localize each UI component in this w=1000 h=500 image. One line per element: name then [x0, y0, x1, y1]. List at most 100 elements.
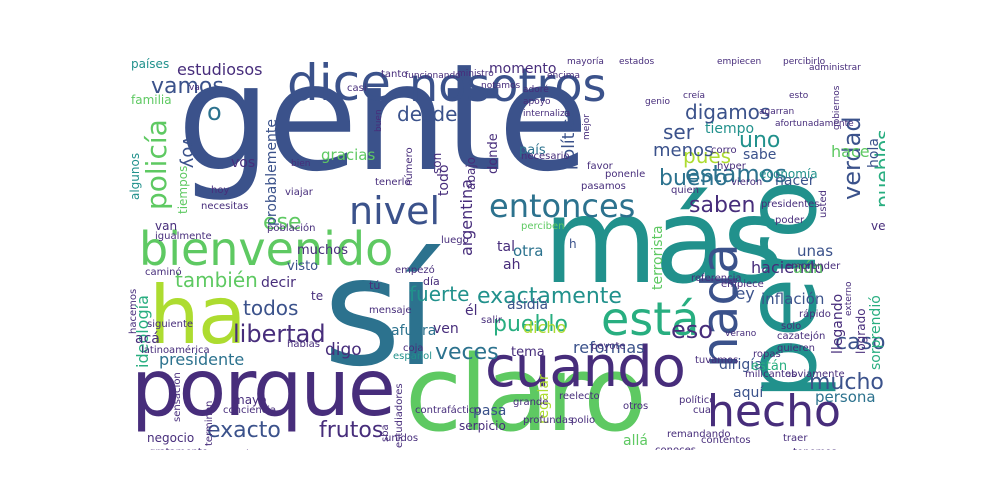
- cloud-word: otros: [623, 401, 649, 412]
- cloud-word: hecho: [707, 386, 841, 437]
- cloud-word: haciendo: [751, 258, 825, 277]
- cloud-word: latinoamérica: [141, 345, 210, 356]
- cloud-word: claro: [405, 333, 647, 450]
- cloud-word: obviamente: [785, 369, 845, 380]
- cloud-word: empiece: [721, 279, 764, 290]
- cloud-word: nosotros: [409, 58, 607, 112]
- cloud-word: sabe: [743, 147, 777, 163]
- cloud-word: funcionando: [405, 71, 461, 81]
- cloud-word: mayoría: [567, 57, 604, 67]
- cloud-word: exactamente: [477, 284, 622, 309]
- cloud-word: salir: [481, 315, 503, 326]
- cloud-word: ver: [871, 219, 885, 233]
- cloud-word: hyper: [717, 161, 746, 172]
- cloud-word: coja: [403, 343, 424, 354]
- cloud-word: tal: [497, 239, 515, 255]
- cloud-word: hablas: [287, 339, 320, 350]
- cloud-word: profundas: [523, 415, 574, 426]
- cloud-word: estudiosos: [177, 60, 263, 79]
- cloud-word: ministro: [457, 69, 494, 79]
- cloud-word: contentos: [701, 435, 751, 446]
- cloud-word: unas: [797, 242, 834, 260]
- cloud-word: están: [751, 359, 788, 374]
- cloud-word: acá: [135, 331, 160, 347]
- cloud-word: desde: [397, 102, 458, 126]
- cloud-word: todos: [243, 296, 299, 320]
- cloud-word: estamos: [685, 160, 787, 188]
- cloud-word: reformas: [573, 338, 645, 357]
- cloud-word: aún: [793, 258, 824, 277]
- cloud-word: peyote: [591, 341, 626, 352]
- cloud-word: externo: [844, 281, 854, 316]
- cloud-word: saben: [689, 193, 756, 218]
- cloud-word: exacto: [207, 418, 281, 443]
- cloud-word: van: [155, 219, 178, 233]
- cloud-word: visto: [287, 259, 319, 274]
- cloud-word: número: [404, 147, 415, 186]
- cloud-word: dicho: [523, 318, 567, 337]
- cloud-word: dice: [287, 54, 391, 112]
- cloud-word: mejor: [582, 113, 592, 140]
- cloud-word: gracias: [321, 146, 376, 164]
- cloud-word: pasa: [473, 403, 507, 419]
- cloud-word: polio: [571, 415, 596, 426]
- cloud-word: entonces: [489, 187, 636, 225]
- cloud-word: reelecto: [559, 391, 600, 402]
- cloud-word: logrado: [854, 308, 868, 354]
- cloud-word: tiempo: [705, 121, 755, 137]
- cloud-word: unidos: [385, 433, 419, 444]
- cloud-word: adoré: [523, 85, 549, 95]
- cloud-word: creía: [683, 91, 706, 101]
- cloud-word: son: [430, 152, 444, 174]
- cloud-word: caminó: [145, 267, 182, 278]
- cloud-word: está: [601, 292, 700, 346]
- cloud-word: ha: [149, 269, 247, 362]
- cloud-word: otra: [513, 242, 544, 260]
- cloud-word: ley: [731, 284, 755, 303]
- cloud-word: casi: [347, 83, 367, 94]
- cloud-word: sí: [323, 226, 437, 400]
- cloud-word: vos: [231, 155, 256, 171]
- cloud-word: gratamente: [149, 448, 208, 451]
- cloud-word: abajo: [464, 157, 478, 190]
- cloud-word: pueblo: [493, 312, 568, 337]
- cloud-word: genio: [645, 97, 670, 107]
- cloud-word: muchos: [297, 243, 349, 258]
- cloud-word: tenemos: [793, 448, 837, 451]
- cloud-word: hola: [866, 138, 882, 168]
- cloud-word: milicantes: [745, 369, 797, 380]
- cloud-word: apoyo: [523, 97, 551, 107]
- cloud-word: sba: [380, 424, 391, 442]
- cloud-word: encima: [547, 71, 580, 81]
- cloud-word: o: [207, 98, 222, 126]
- cloud-word: solo: [781, 321, 802, 332]
- cloud-word: traer: [783, 433, 808, 444]
- cloud-word: familia: [131, 93, 172, 107]
- cloud-word: ah: [503, 257, 521, 273]
- cloud-word: cuando: [485, 335, 686, 400]
- cloud-word: igualmente: [155, 231, 212, 242]
- cloud-word: quien: [671, 185, 699, 196]
- cloud-word: nivel: [349, 189, 441, 233]
- cloud-word: luego: [441, 235, 469, 246]
- cloud-word: va: [189, 83, 200, 93]
- cloud-word: perciben: [521, 221, 565, 232]
- cloud-word: digamos: [685, 100, 771, 124]
- cloud-word: estudiadores: [394, 383, 405, 448]
- cloud-word: afuera: [391, 323, 437, 339]
- cloud-word: terrorista: [650, 225, 666, 290]
- cloud-word: agarran: [759, 107, 795, 117]
- cloud-word: corro: [711, 145, 737, 156]
- cloud-word: pues: [683, 144, 732, 168]
- cloud-word: tenerlo: [375, 177, 411, 188]
- cloud-word: cual: [693, 405, 714, 416]
- cloud-word: bienvenido: [139, 222, 394, 276]
- cloud-word: sorprendió: [868, 295, 884, 370]
- cloud-word: aquí: [733, 385, 764, 401]
- cloud-word: español: [393, 351, 433, 362]
- cloud-word: necesario: [521, 151, 570, 162]
- cloud-word: tema: [511, 345, 545, 360]
- cloud-word: terminen: [204, 400, 215, 446]
- cloud-word: necesitas: [201, 201, 249, 212]
- cloud-word: porque: [131, 344, 396, 434]
